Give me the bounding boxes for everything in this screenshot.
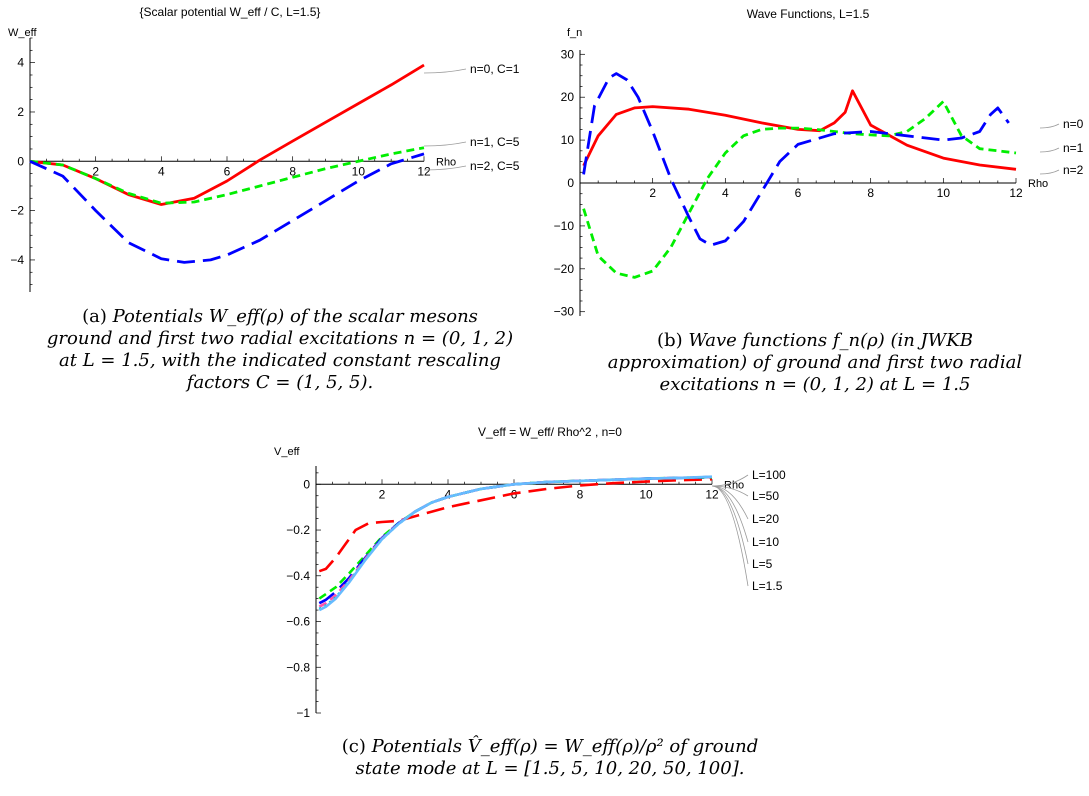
caption-a-line-4: factors C = (1, 5, 5). xyxy=(186,372,374,393)
chart-b-title: Wave Functions, L=1.5 xyxy=(747,7,870,21)
caption-b-line-3: excitations n = (0, 1, 2) at L = 1.5 xyxy=(659,374,971,395)
chart-c-series-6 xyxy=(318,475,713,612)
chart-a-leader-2 xyxy=(423,141,467,147)
chart-b-xtick-label: 12 xyxy=(1009,186,1023,200)
chart-c-xtick-label: 2 xyxy=(379,487,386,501)
chart-a-ytick-label: −2 xyxy=(10,204,24,218)
chart-a-leader-3 xyxy=(423,165,467,171)
caption-b-prefix: (b) xyxy=(657,330,689,351)
chart-c-leader-6 xyxy=(711,474,749,487)
chart-c-legend-5: L=50 xyxy=(752,489,779,503)
chart-b-ytick-label: 0 xyxy=(567,176,574,190)
chart-c-legend-6: L=100 xyxy=(752,468,786,482)
caption-c-line-1: Potentials V̂_eff(ρ) = W_eff(ρ)/ρ² of gr… xyxy=(371,736,759,757)
caption-b: (b) Wave functions f_n(ρ) (in JWKB appro… xyxy=(560,330,1070,396)
chart-b-xtick-label: 2 xyxy=(649,186,656,200)
chart-b-xtick-label: 10 xyxy=(937,186,951,200)
chart-c-legend-3: L=10 xyxy=(752,535,779,549)
chart-c-xtick-label: 12 xyxy=(705,487,719,501)
caption-c-prefix: (c) xyxy=(341,736,372,757)
chart-c-ylabel: V_eff xyxy=(274,446,300,458)
chart-c-ytick-label: −0.6 xyxy=(286,615,310,629)
chart-c-ytick-label: 0 xyxy=(303,477,310,491)
chart-a-legend-1: n=0, C=1 xyxy=(470,62,520,76)
chart-c-xtick-label: 8 xyxy=(577,487,584,501)
chart-b-legend-3: n=2 xyxy=(1063,163,1084,177)
caption-c: (c) Potentials V̂_eff(ρ) = W_eff(ρ)/ρ² o… xyxy=(270,736,830,780)
chart-b-leader-3 xyxy=(1039,169,1060,175)
chart-b-ytick-label: 30 xyxy=(561,47,575,61)
chart-b-series-2 xyxy=(582,100,1017,279)
chart-c-title: V_eff = W_eff/ Rho^2 , n=0 xyxy=(478,425,622,439)
chart-a-xtick-label: 2 xyxy=(92,164,99,178)
chart-b-ytick-label: −10 xyxy=(554,219,575,233)
caption-a: (a) Potentials W_eff(ρ) of the scalar me… xyxy=(20,306,540,394)
chart-b-leader-2 xyxy=(1039,147,1060,153)
chart-b-ytick-label: 10 xyxy=(561,133,575,147)
chart-c-legend-1: L=1.5 xyxy=(752,579,783,593)
chart-c-ytick-label: −0.2 xyxy=(286,523,310,537)
chart-b-ytick-label: 20 xyxy=(561,90,575,104)
chart-b-xtick-label: 4 xyxy=(722,186,729,200)
chart-a-xtick-label: 4 xyxy=(158,164,165,178)
chart-c-xtick-label: 4 xyxy=(445,487,452,501)
chart-c-legend-2: L=5 xyxy=(752,557,773,571)
chart-a-ytick-label: −4 xyxy=(10,253,24,267)
chart-c-ytick-label: −0.8 xyxy=(286,660,310,674)
chart-a-series-1 xyxy=(29,63,425,206)
chart-a-xlabel: Rho xyxy=(436,156,456,168)
caption-b-line-1: Wave functions f_n(ρ) (in JWKB xyxy=(688,330,973,351)
caption-a-line-3: at L = 1.5, with the indicated constant … xyxy=(59,350,501,371)
chart-a-legend-3: n=2, C=5 xyxy=(470,159,520,173)
chart-b-xlabel: Rho xyxy=(1028,178,1048,190)
chart-b-leader-1 xyxy=(1039,123,1060,129)
chart-b-ylabel: f_n xyxy=(567,27,582,39)
chart-b-xtick-label: 6 xyxy=(795,186,802,200)
chart-b-ytick-label: −30 xyxy=(554,305,575,319)
chart-b-series-3 xyxy=(582,72,1010,247)
caption-a-line-2: ground and first two radial excitations … xyxy=(46,328,514,349)
chart-a-leader-1 xyxy=(423,68,467,74)
chart-a-series-2 xyxy=(29,146,425,205)
chart-b-legend-1: n=0 xyxy=(1063,117,1084,131)
caption-a-prefix: (a) xyxy=(82,306,113,327)
chart-a-xtick-label: 8 xyxy=(289,164,296,178)
chart-c-series-1 xyxy=(318,478,713,573)
caption-b-line-2: approximation) of ground and first two r… xyxy=(607,352,1023,373)
chart-a-xtick-label: 6 xyxy=(224,164,231,178)
chart-a-xtick-label: 12 xyxy=(417,164,431,178)
chart-a-ytick-label: 2 xyxy=(17,105,24,119)
chart-a-legend-2: n=1, C=5 xyxy=(470,135,520,149)
chart-c-xtick-label: 10 xyxy=(639,487,653,501)
chart-a-xtick-label: 10 xyxy=(352,164,366,178)
chart-c-ytick-label: −1 xyxy=(296,706,310,720)
caption-c-line-2: state mode at L = [1.5, 5, 10, 20, 50, 1… xyxy=(355,758,745,779)
chart-b-series-1 xyxy=(582,89,1017,171)
chart-c-legend-4: L=20 xyxy=(752,512,779,526)
chart-a-title: {Scalar potential W_eff / C, L=1.5} xyxy=(140,5,321,19)
chart-c-ytick-label: −0.4 xyxy=(286,569,310,583)
chart-a-series-3 xyxy=(29,152,425,264)
chart-b-xtick-label: 8 xyxy=(867,186,874,200)
chart-b-legend-2: n=1 xyxy=(1063,141,1084,155)
chart-b-ytick-label: −20 xyxy=(554,262,575,276)
chart-a-ytick-label: 4 xyxy=(17,56,24,70)
caption-a-line-1: Potentials W_eff(ρ) of the scalar mesons xyxy=(112,306,478,327)
chart-a-ytick-label: 0 xyxy=(17,154,24,168)
chart-a-ylabel: W_eff xyxy=(8,27,37,39)
